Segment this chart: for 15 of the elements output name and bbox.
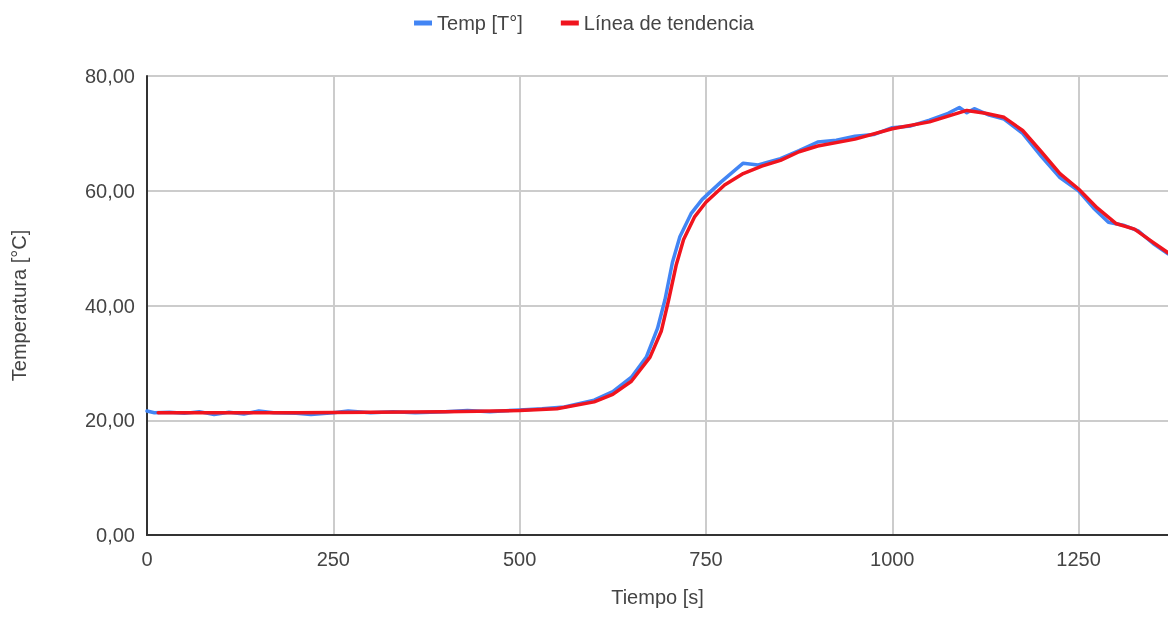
y-tick-label: 80,00 <box>84 65 135 87</box>
y-tick-label: 0,00 <box>96 524 135 546</box>
x-axis-title: Tiempo [s] <box>611 586 704 608</box>
x-tick-label: 1250 <box>1056 548 1101 570</box>
y-tick-label: 20,00 <box>84 409 135 432</box>
x-tick-label: 0 <box>141 548 153 570</box>
x-tick-label: 500 <box>502 548 537 570</box>
y-axis-title: Temperatura [°C] <box>8 229 30 382</box>
x-tick-label: 750 <box>689 548 723 570</box>
x-tick-label: 1000 <box>870 548 915 570</box>
y-tick-label: 60,00 <box>84 179 135 202</box>
legend-label: Línea de tendencia <box>583 12 755 34</box>
y-tick-label: 40,00 <box>84 294 135 317</box>
legend-label: Temp [T°] <box>437 12 523 34</box>
x-tick-label: 250 <box>316 548 350 570</box>
